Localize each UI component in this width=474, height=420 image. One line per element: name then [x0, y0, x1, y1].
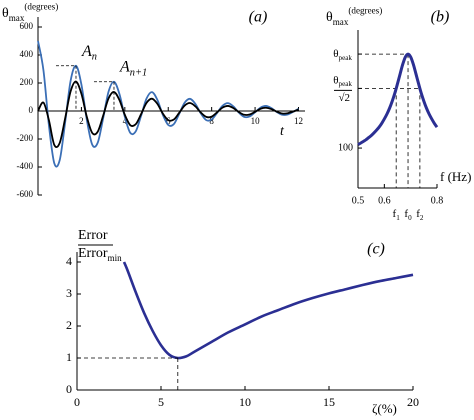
x-tick-label: 5 — [158, 395, 164, 409]
x-tick-label: 0 — [74, 395, 80, 409]
series-line — [122, 261, 414, 360]
marker-label-part: 2 — [420, 213, 424, 221]
amplitude-label: An — [81, 42, 97, 62]
x-tick-label: 10 — [251, 116, 261, 126]
x-tick-label: 20 — [407, 395, 419, 409]
panel-label: (b) — [431, 9, 450, 26]
x-axis-label: t — [280, 124, 285, 139]
y-axis-label-part: (degrees) — [348, 6, 382, 16]
y-tick-label: -200 — [17, 133, 34, 143]
x-tick-label: 12 — [294, 116, 303, 126]
series-line — [357, 52, 439, 146]
marker-label: f0 — [404, 208, 412, 222]
x-tick-label: 10 — [239, 395, 251, 409]
amplitude-label-part: n+1 — [130, 68, 147, 79]
y-axis-label-part: (degrees) — [24, 2, 58, 12]
y-axis-label-denominator: Errormin — [78, 246, 122, 263]
marker-label-part: f — [404, 208, 408, 220]
y-axis-label-denominator-part: Error — [78, 246, 108, 261]
y-axis-label: θmax(degrees) — [2, 2, 58, 23]
x-axis-label: f (Hz) — [440, 169, 471, 184]
y-tick-label: 1 — [66, 350, 72, 364]
y-tick-label: θpeak — [333, 74, 352, 88]
x-tick-label: 8 — [209, 116, 214, 126]
y-axis-label-numerator: Error — [78, 228, 108, 243]
x-axis-label: ζ(%) — [372, 401, 397, 416]
y-tick-label-part: θ — [333, 48, 338, 60]
marker-label: f2 — [416, 208, 424, 222]
y-tick-label: 200 — [20, 77, 34, 87]
panel-label: (a) — [249, 9, 268, 26]
y-axis-label: θmax(degrees) — [326, 6, 382, 27]
x-tick-label: 2 — [79, 116, 84, 126]
x-tick-label: 15 — [323, 395, 335, 409]
marker-label: f1 — [393, 208, 401, 222]
series-line — [37, 40, 299, 168]
x-tick-label: 0.6 — [378, 195, 391, 206]
y-tick-label: 100 — [338, 142, 353, 153]
y-tick-label: 600 — [20, 21, 34, 31]
y-tick-label: -600 — [17, 189, 34, 199]
y-tick-label-part: θ — [333, 74, 338, 86]
y-tick-label: -400 — [17, 161, 34, 171]
amplitude-label-part: A — [119, 58, 130, 75]
y-axis-label-denominator-part: min — [108, 253, 123, 263]
y-axis-label-part: max — [333, 17, 349, 27]
x-tick-label: 0.8 — [431, 195, 444, 206]
y-tick-label: 0 — [66, 382, 72, 396]
y-tick-label: 400 — [20, 49, 34, 59]
y-axis-label-part: θ — [326, 10, 333, 25]
marker-label-part: f — [393, 208, 397, 220]
y-axis-label-part: max — [9, 13, 25, 23]
marker-label-part: 1 — [396, 213, 400, 221]
marker-label-part: 0 — [408, 213, 412, 221]
y-tick-label: 3 — [66, 286, 72, 300]
y-tick-label: 2 — [66, 318, 72, 332]
y-tick-label-part: peak — [339, 80, 353, 88]
panel-label: (c) — [367, 241, 385, 258]
marker-label-part: f — [416, 208, 420, 220]
x-tick-label: 0.5 — [352, 195, 365, 206]
amplitude-label: An+1 — [119, 58, 147, 78]
amplitude-label-part: A — [81, 42, 92, 59]
y-tick-label-part: peak — [339, 54, 353, 62]
x-tick-label: 4 — [123, 116, 128, 126]
y-tick-label: 0 — [29, 105, 34, 115]
series-line — [37, 80, 299, 148]
y-tick-label: θpeak — [333, 48, 352, 62]
y-axis-label-part: θ — [2, 6, 9, 21]
amplitude-label-part: n — [92, 52, 97, 63]
y-tick-label: 4 — [66, 254, 72, 268]
y-tick-label-denominator: √2 — [338, 92, 350, 104]
